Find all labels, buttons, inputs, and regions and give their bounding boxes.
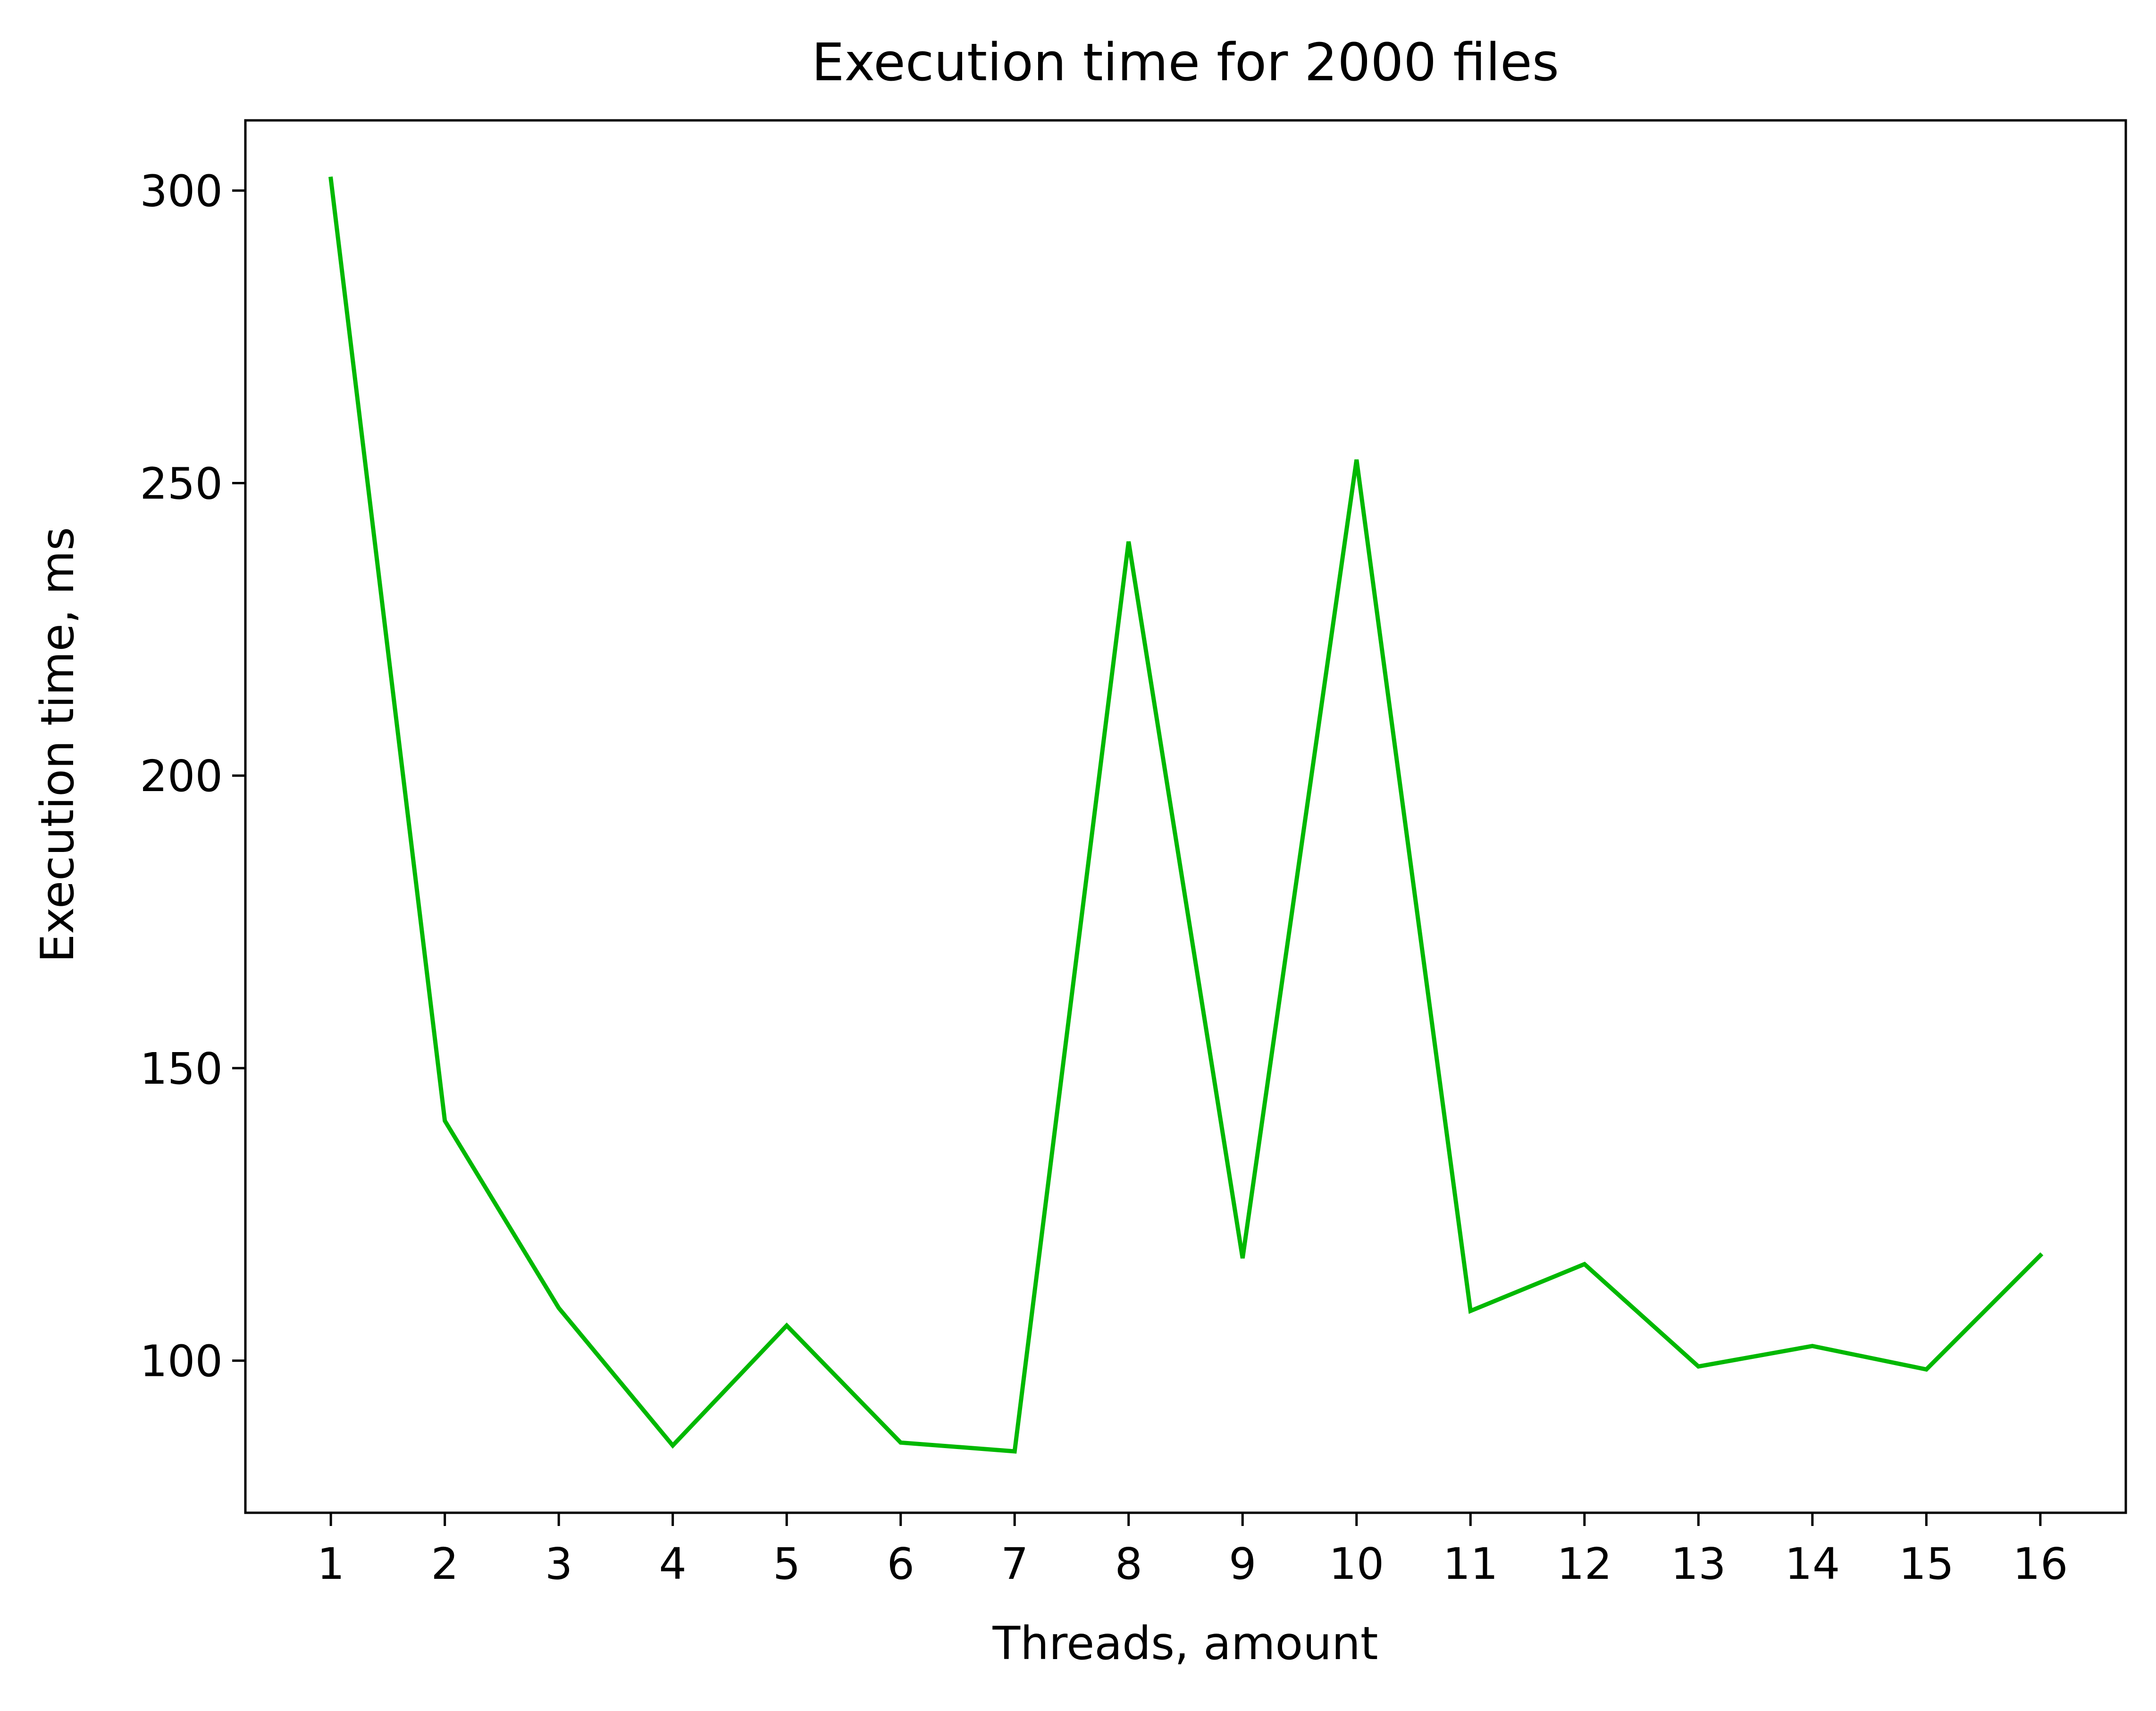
x-axis: 1 2 3 4 5 6 7 8 9 10 11 12 13 14 15 16 — [317, 1513, 2068, 1589]
x-tick-label: 15 — [1899, 1539, 1954, 1589]
plot-frame — [244, 119, 2127, 1514]
x-tick-label: 4 — [659, 1539, 687, 1589]
x-tick-label: 14 — [1785, 1539, 1840, 1589]
x-tick-label: 6 — [887, 1539, 914, 1589]
x-tick-label: 13 — [1671, 1539, 1726, 1589]
x-tick-label: 12 — [1557, 1539, 1612, 1589]
y-tick-label: 250 — [140, 458, 223, 509]
series-line-0 — [328, 176, 2044, 1454]
y-tick-label: 300 — [140, 166, 223, 217]
x-tick-label: 1 — [317, 1539, 345, 1589]
x-tick-label: 10 — [1329, 1539, 1384, 1589]
x-tick-label: 5 — [773, 1539, 801, 1589]
y-tick-label: 150 — [140, 1044, 223, 1094]
x-tick-label: 3 — [545, 1539, 573, 1589]
chart-title: Execution time for 2000 files — [812, 32, 1559, 93]
y-tick-label: 200 — [140, 751, 223, 801]
x-tick-label: 11 — [1443, 1539, 1498, 1589]
x-tick-label: 8 — [1115, 1539, 1142, 1589]
x-axis-label: Threads, amount — [992, 1617, 1378, 1670]
y-axis-label: Execution time, ms — [31, 527, 84, 962]
y-tick-label: 100 — [140, 1336, 223, 1387]
x-tick-label: 7 — [1001, 1539, 1029, 1589]
plot-area — [328, 176, 2044, 1454]
x-tick-label: 2 — [431, 1539, 459, 1589]
x-tick-label: 9 — [1229, 1539, 1257, 1589]
y-axis: 100 150 200 250 300 — [140, 166, 245, 1387]
x-tick-label: 16 — [2013, 1539, 2068, 1589]
